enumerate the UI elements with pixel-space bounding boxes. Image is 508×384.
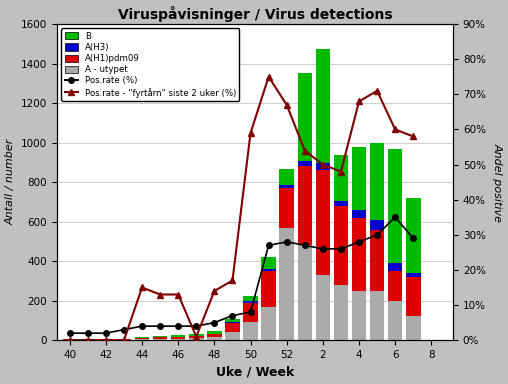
Bar [243, 303, 258, 323]
Bar [334, 285, 348, 340]
Bar [243, 323, 258, 340]
Title: Viruspåvisninger / Virus detections: Viruspåvisninger / Virus detections [118, 5, 392, 22]
Bar [388, 149, 402, 263]
Bar [406, 316, 421, 340]
Bar [298, 245, 312, 340]
Bar [243, 301, 258, 303]
Bar [135, 337, 149, 338]
Bar [207, 337, 221, 340]
Bar [279, 185, 294, 188]
Bar [406, 273, 421, 277]
Bar [171, 337, 185, 339]
Bar [207, 331, 221, 334]
Bar [262, 271, 276, 306]
Bar [189, 338, 204, 340]
Bar [370, 142, 385, 220]
X-axis label: Uke / Week: Uke / Week [216, 366, 294, 379]
Bar [370, 220, 385, 230]
Bar [171, 336, 185, 337]
Bar [352, 210, 366, 218]
Bar [279, 169, 294, 185]
Bar [262, 306, 276, 340]
Legend: B, A(H3), A(H1)pdm09, A - utypet, Pos.rate (%), Pos.rate - "fyrtårn" siste 2 uke: B, A(H3), A(H1)pdm09, A - utypet, Pos.ra… [61, 28, 239, 101]
Bar [388, 301, 402, 340]
Bar [135, 338, 149, 339]
Y-axis label: Andel positive: Andel positive [492, 142, 502, 222]
Bar [370, 230, 385, 291]
Bar [388, 271, 402, 301]
Bar [334, 206, 348, 285]
Bar [171, 339, 185, 340]
Bar [352, 147, 366, 210]
Bar [225, 323, 240, 332]
Bar [99, 339, 113, 340]
Bar [406, 277, 421, 316]
Bar [189, 336, 204, 338]
Bar [298, 166, 312, 245]
Bar [153, 339, 167, 340]
Bar [262, 257, 276, 269]
Bar [334, 156, 348, 201]
Bar [117, 339, 131, 340]
Bar [243, 296, 258, 301]
Bar [406, 198, 421, 273]
Bar [189, 334, 204, 336]
Bar [334, 201, 348, 206]
Bar [315, 163, 330, 170]
Bar [315, 275, 330, 340]
Bar [262, 269, 276, 271]
Bar [279, 188, 294, 228]
Bar [315, 170, 330, 275]
Bar [298, 161, 312, 166]
Bar [153, 338, 167, 339]
Bar [135, 339, 149, 340]
Y-axis label: Antall / number: Antall / number [6, 139, 16, 225]
Bar [62, 339, 77, 340]
Bar [225, 332, 240, 340]
Bar [207, 334, 221, 337]
Bar [352, 218, 366, 291]
Bar [153, 336, 167, 337]
Bar [279, 228, 294, 340]
Bar [370, 291, 385, 340]
Bar [225, 319, 240, 323]
Bar [352, 291, 366, 340]
Bar [388, 263, 402, 271]
Bar [298, 73, 312, 161]
Bar [81, 339, 95, 340]
Bar [315, 49, 330, 163]
